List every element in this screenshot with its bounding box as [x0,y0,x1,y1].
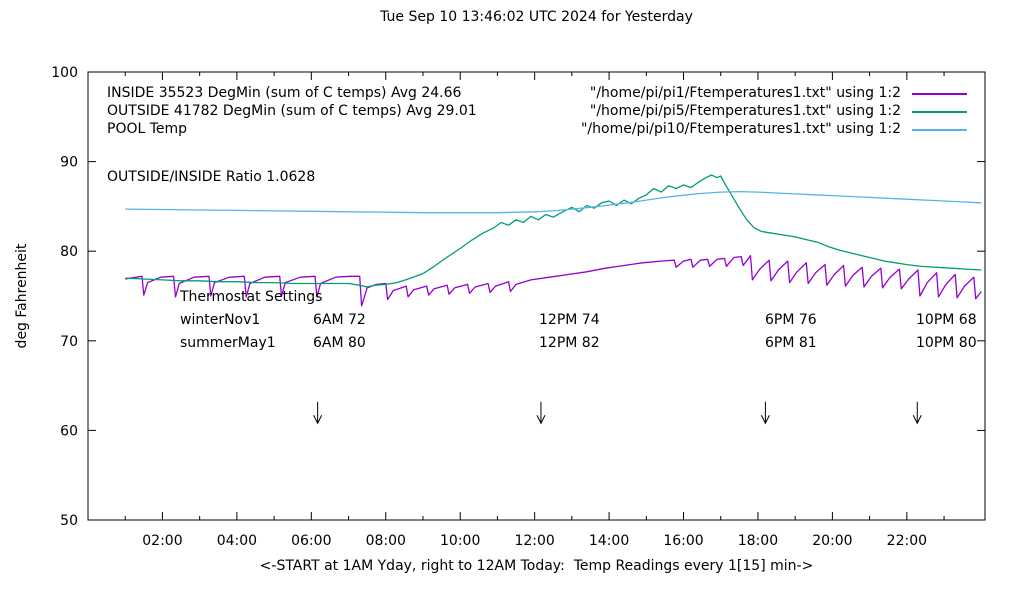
x-tick-label: 06:00 [291,533,331,549]
series-outside-line [125,174,982,288]
y-tick-label: 50 [60,513,78,529]
x-tick-label: 08:00 [366,533,406,549]
chart-title: Tue Sep 10 13:46:02 UTC 2024 for Yesterd… [380,9,693,25]
legend-line-sample [912,111,967,113]
thermostat-winter-12pm: 12PM 74 [539,312,600,328]
y-tick-label: 60 [60,423,78,439]
arrow-head-icon [912,415,922,425]
plot-border [87,71,986,521]
arrow-head-icon [313,415,323,425]
thermostat-summer-10pm: 10PM 80 [916,335,977,351]
legend-source-file: "/home/pi/pi10/Ftemperatures1.txt" using… [580,121,901,137]
x-tick-label: 10:00 [440,533,480,549]
legend-source-file: "/home/pi/pi5/Ftemperatures1.txt" using … [589,103,901,119]
series-pool-line [125,190,982,214]
legend-line-sample [912,93,967,95]
x-tick-label: 22:00 [887,533,927,549]
legend-row-inside: INSIDE 35523 DegMin (sum of C temps) Avg… [88,84,985,102]
legend-label: OUTSIDE 41782 DegMin (sum of C temps) Av… [107,103,477,119]
legend-source-file: "/home/pi/pi1/Ftemperatures1.txt" using … [589,85,901,101]
thermostat-summer-6am: 6AM 80 [313,335,366,351]
x-tick-label: 16:00 [663,533,703,549]
arrow-head-icon [760,415,770,425]
ratio-annotation: OUTSIDE/INSIDE Ratio 1.0628 [107,169,316,185]
x-axis-label: <-START at 1AM Yday, right to 12AM Today… [259,558,814,574]
y-tick-label: 90 [60,155,78,171]
y-tick-label: 70 [60,334,78,350]
arrow-head-icon [536,415,546,425]
thermostat-summer-name: summerMay1 [180,335,276,351]
thermostat-winter-10pm: 10PM 68 [916,312,977,328]
x-tick-label: 18:00 [738,533,778,549]
thermostat-winter-6pm: 6PM 76 [765,312,817,328]
legend-label: INSIDE 35523 DegMin (sum of C temps) Avg… [107,85,462,101]
thermostat-settings-title: Thermostat Settings [180,289,323,305]
y-axis-label: deg Fahrenheit [14,243,30,349]
legend-label: POOL Temp [107,121,188,137]
y-tick-label: 80 [60,244,78,260]
legend-row-pool: POOL Temp "/home/pi/pi10/Ftemperatures1.… [88,120,985,138]
thermostat-winter-6am: 6AM 72 [313,312,366,328]
series-inside-line [125,255,982,307]
legend-line-sample [912,129,967,131]
x-tick-label: 02:00 [142,533,182,549]
x-tick-label: 12:00 [514,533,554,549]
x-tick-label: 04:00 [217,533,257,549]
thermostat-summer-6pm: 6PM 81 [765,335,817,351]
x-tick-label: 20:00 [812,533,852,549]
thermostat-winter-name: winterNov1 [180,312,261,328]
legend-row-outside: OUTSIDE 41782 DegMin (sum of C temps) Av… [88,102,985,120]
thermostat-summer-12pm: 12PM 82 [539,335,600,351]
y-tick-label: 100 [51,65,78,81]
x-tick-label: 14:00 [589,533,629,549]
